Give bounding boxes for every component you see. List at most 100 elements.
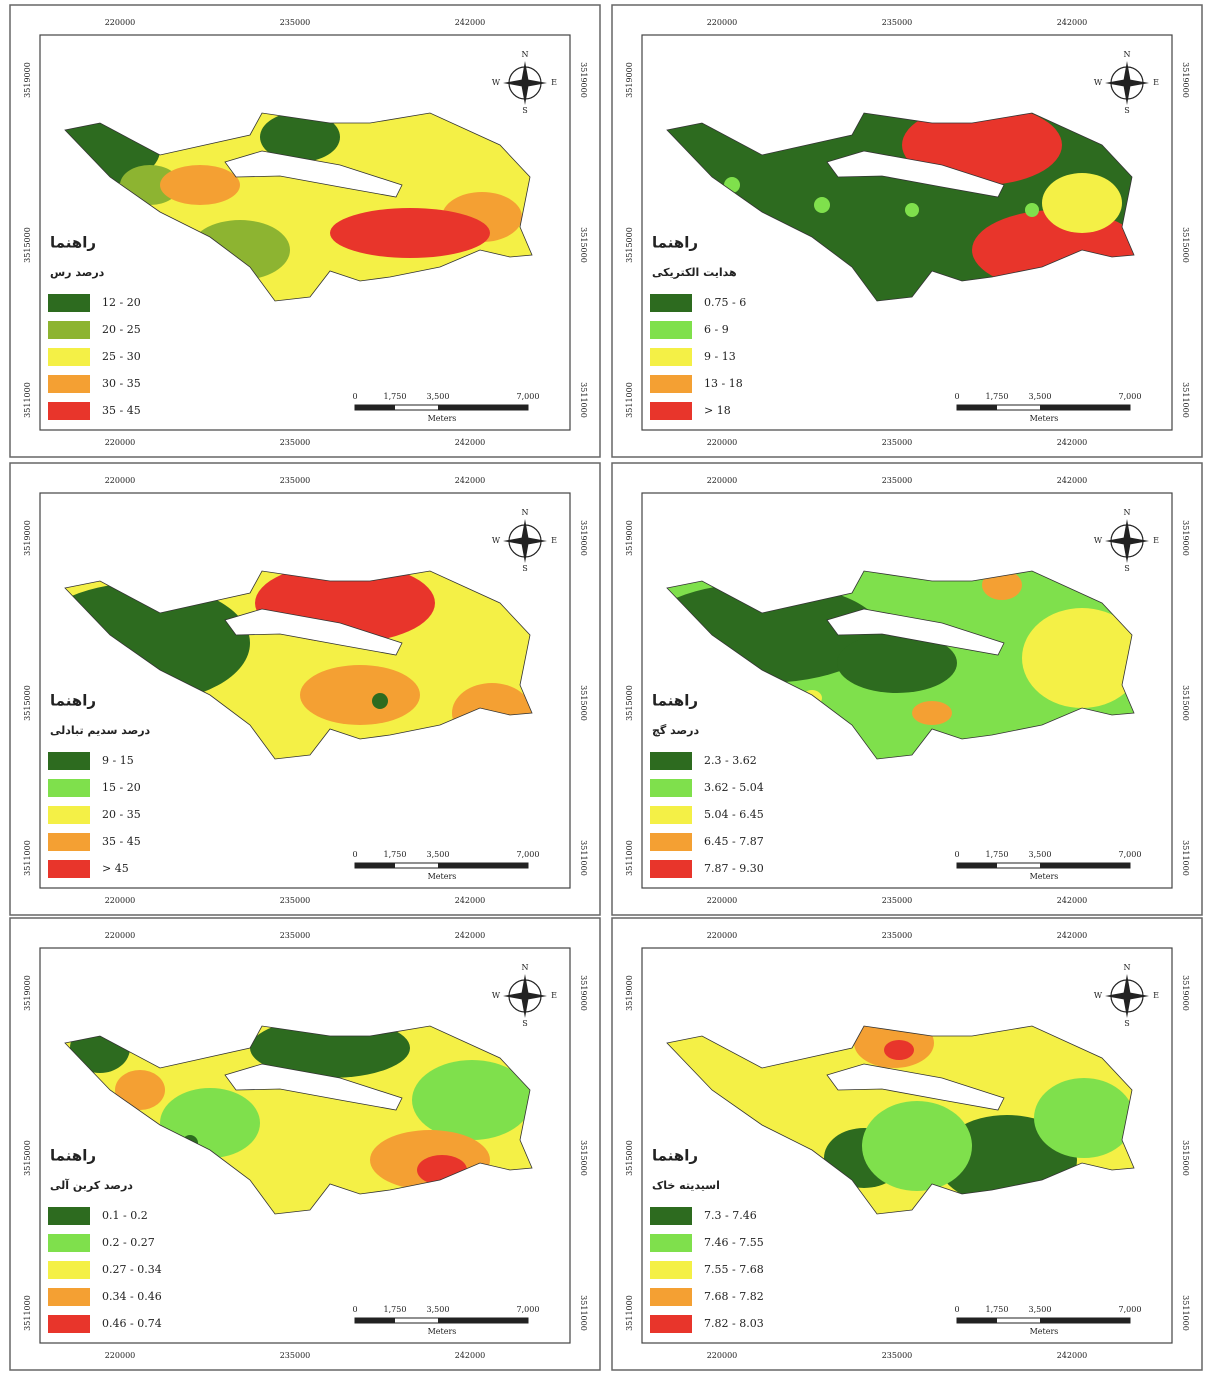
legend-title: راهنما: [652, 234, 698, 252]
legend-title: راهنما: [652, 692, 698, 710]
map-panel: 2200002200002350002350002420002420003519…: [10, 918, 600, 1370]
compass-letter: E: [1153, 536, 1159, 545]
y-coord-label: 3511000: [23, 840, 32, 876]
legend-swatch: [650, 1315, 692, 1333]
compass-letter: N: [1124, 508, 1131, 517]
legend-title: راهنما: [50, 692, 96, 710]
x-coord-label: 235000: [280, 1351, 311, 1360]
legend-label: > 45: [102, 862, 129, 875]
legend-label: 6 - 9: [704, 323, 729, 336]
scale-label: 0: [352, 1305, 357, 1314]
legend-swatch: [650, 779, 692, 797]
scale-label: 1,750: [986, 392, 1009, 401]
compass-letter: S: [1124, 106, 1129, 115]
x-coord-label: 235000: [882, 1351, 913, 1360]
scale-label: 0: [954, 392, 959, 401]
y-coord-label: 3515000: [23, 227, 32, 263]
compass-letter: N: [522, 508, 529, 517]
legend-label: 7.3 - 7.46: [704, 1209, 757, 1222]
legend-swatch: [650, 402, 692, 420]
map-zone: [862, 1101, 972, 1191]
scale-unit: Meters: [1030, 1327, 1059, 1336]
y-coord-label: 3515000: [23, 1140, 32, 1176]
legend-swatch: [48, 402, 90, 420]
y-coord-label: 3515000: [579, 685, 588, 721]
scale-bar-seg: [438, 863, 528, 868]
y-coord-label: 3511000: [625, 1295, 634, 1331]
legend-label: 0.2 - 0.27: [102, 1236, 155, 1249]
legend-variable: هدایت الکتریکی: [652, 266, 737, 279]
y-coord-label: 3519000: [1181, 62, 1190, 98]
scale-label: 7,000: [517, 850, 540, 859]
scale-bar-seg: [1040, 863, 1130, 868]
legend-swatch: [650, 1207, 692, 1225]
map-zone: [912, 701, 952, 725]
x-coord-label: 220000: [707, 476, 738, 485]
x-coord-label: 220000: [707, 438, 738, 447]
map-panel: 2200002200002350002350002420002420003519…: [612, 463, 1202, 915]
map-zone: [300, 665, 420, 725]
x-coord-label: 242000: [1057, 931, 1088, 940]
legend-label: 7.46 - 7.55: [704, 1236, 764, 1249]
y-coord-label: 3519000: [1181, 520, 1190, 556]
compass-letter: W: [492, 78, 501, 87]
scale-label: 3,500: [427, 1305, 450, 1314]
y-coord-label: 3515000: [1181, 685, 1190, 721]
y-coord-label: 3519000: [579, 62, 588, 98]
scale-label: 3,500: [1029, 850, 1052, 859]
x-coord-label: 235000: [280, 18, 311, 27]
legend-swatch: [48, 833, 90, 851]
map-figure: 220000 220000 235000 235000 242000 242000 3519…: [0, 0, 1215, 1381]
compass-letter: S: [522, 1019, 527, 1028]
legend-label: 7.55 - 7.68: [704, 1263, 764, 1276]
legend-swatch: [650, 1288, 692, 1306]
y-coord-label: 3515000: [1181, 227, 1190, 263]
legend-title: راهنما: [50, 1147, 96, 1165]
y-coord-label: 3511000: [1181, 1295, 1190, 1331]
y-coord-label: 3519000: [23, 62, 32, 98]
legend-swatch: [650, 1234, 692, 1252]
legend-swatch: [650, 375, 692, 393]
scale-bar-seg: [355, 405, 395, 410]
map-panel: 2200002200002350002350002420002420003519…: [10, 5, 600, 457]
scale-label: 3,500: [1029, 1305, 1052, 1314]
scale-bar-seg: [957, 1318, 997, 1323]
compass-letter: E: [551, 991, 557, 1000]
legend-variable: درصد سدیم تبادلی: [50, 724, 151, 737]
legend-label: 0.27 - 0.34: [102, 1263, 162, 1276]
x-coord-label: 242000: [1057, 896, 1088, 905]
scale-bar-seg: [355, 1318, 395, 1323]
y-coord-label: 3515000: [625, 685, 634, 721]
legend-swatch: [650, 348, 692, 366]
y-coord-label: 3511000: [579, 840, 588, 876]
y-coord-label: 3511000: [1181, 840, 1190, 876]
scale-bar-seg: [438, 1318, 528, 1323]
legend-swatch: [48, 375, 90, 393]
scale-label: 0: [954, 850, 959, 859]
compass-letter: E: [1153, 991, 1159, 1000]
scale-bar-seg: [438, 405, 528, 410]
legend-label: 0.34 - 0.46: [102, 1290, 162, 1303]
y-coord-label: 3519000: [23, 520, 32, 556]
legend-swatch: [48, 321, 90, 339]
compass-letter: W: [492, 991, 501, 1000]
scale-unit: Meters: [1030, 414, 1059, 423]
y-coord-label: 3519000: [579, 975, 588, 1011]
legend-label: 35 - 45: [102, 404, 141, 417]
x-coord-label: 242000: [1057, 18, 1088, 27]
x-coord-label: 235000: [280, 931, 311, 940]
legend-label: 5.04 - 6.45: [704, 808, 764, 821]
compass-letter: E: [551, 536, 557, 545]
map-panel: 2200002200002350002350002420002420003519…: [10, 463, 600, 915]
scale-bar-seg: [1040, 1318, 1130, 1323]
compass-letter: W: [1094, 536, 1103, 545]
map-panel: 2200002200002350002350002420002420003519…: [612, 918, 1202, 1370]
map-zone: [160, 165, 240, 205]
legend-swatch: [48, 860, 90, 878]
x-coord-label: 235000: [280, 896, 311, 905]
map-zone: [884, 1040, 914, 1060]
y-coord-label: 3511000: [1181, 382, 1190, 418]
x-coord-label: 220000: [105, 931, 136, 940]
y-coord-label: 3511000: [23, 1295, 32, 1331]
scale-unit: Meters: [428, 1327, 457, 1336]
